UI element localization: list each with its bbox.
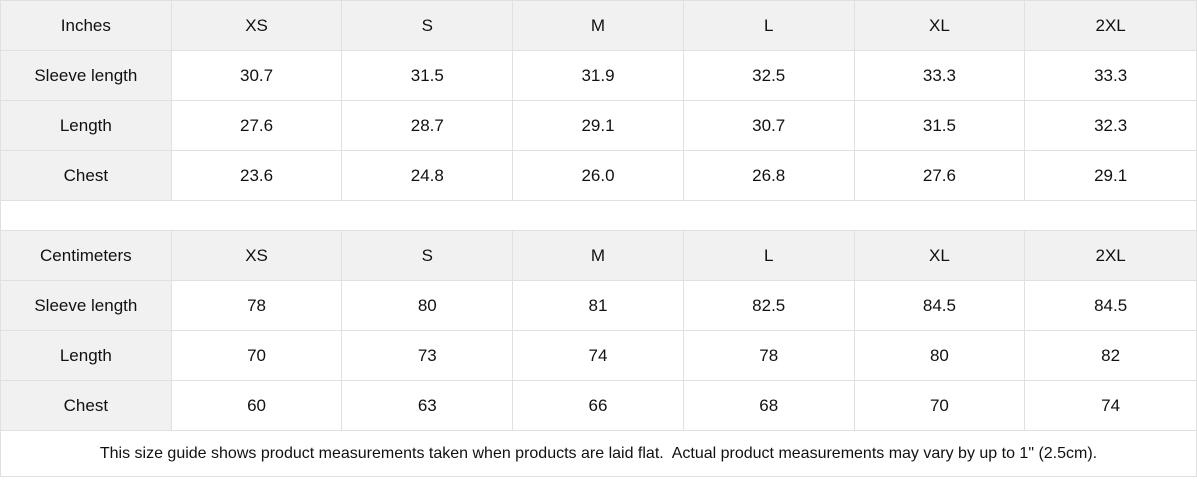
value-cell: 82	[1025, 331, 1196, 381]
value-cell: 80	[342, 281, 514, 331]
value-cell: 29.1	[513, 101, 684, 151]
value-cell: 32.5	[683, 51, 855, 101]
row-label-length: Length	[1, 101, 172, 151]
col-header-m: M	[513, 231, 684, 281]
value-cell: 26.8	[683, 151, 855, 201]
value-cell: 81	[513, 281, 684, 331]
value-cell: 70	[171, 331, 343, 381]
unit-header-centimeters: Centimeters	[1, 231, 172, 281]
value-cell: 78	[171, 281, 343, 331]
value-cell: 84.5	[854, 281, 1026, 331]
value-cell: 74	[513, 331, 684, 381]
inches-table: Inches XS S M L XL 2XL Sleeve length 30.…	[1, 1, 1196, 201]
value-cell: 24.8	[342, 151, 514, 201]
row-label-sleeve-length: Sleeve length	[1, 281, 172, 331]
col-header-xl: XL	[854, 1, 1026, 51]
unit-header-inches: Inches	[1, 1, 172, 51]
value-cell: 60	[171, 381, 343, 431]
value-cell: 78	[683, 331, 855, 381]
value-cell: 74	[1025, 381, 1196, 431]
value-cell: 80	[854, 331, 1026, 381]
value-cell: 32.3	[1025, 101, 1196, 151]
value-cell: 84.5	[1025, 281, 1196, 331]
col-header-m: M	[513, 1, 684, 51]
col-header-2xl: 2XL	[1025, 231, 1196, 281]
col-header-xs: XS	[171, 1, 343, 51]
value-cell: 33.3	[1025, 51, 1196, 101]
col-header-l: L	[683, 231, 855, 281]
value-cell: 26.0	[513, 151, 684, 201]
value-cell: 73	[342, 331, 514, 381]
value-cell: 70	[854, 381, 1026, 431]
value-cell: 29.1	[1025, 151, 1196, 201]
col-header-xs: XS	[171, 231, 343, 281]
value-cell: 31.5	[854, 101, 1026, 151]
value-cell: 82.5	[683, 281, 855, 331]
value-cell: 33.3	[854, 51, 1026, 101]
col-header-xl: XL	[854, 231, 1026, 281]
value-cell: 27.6	[854, 151, 1026, 201]
size-guide-note: This size guide shows product measuremen…	[1, 431, 1196, 476]
value-cell: 63	[342, 381, 514, 431]
col-header-2xl: 2XL	[1025, 1, 1196, 51]
centimeters-table: Centimeters XS S M L XL 2XL Sleeve lengt…	[1, 230, 1196, 431]
row-label-chest: Chest	[1, 381, 172, 431]
value-cell: 28.7	[342, 101, 514, 151]
row-label-chest: Chest	[1, 151, 172, 201]
table-spacer	[1, 201, 1196, 230]
col-header-s: S	[342, 1, 514, 51]
value-cell: 68	[683, 381, 855, 431]
value-cell: 31.5	[342, 51, 514, 101]
row-label-length: Length	[1, 331, 172, 381]
value-cell: 30.7	[683, 101, 855, 151]
row-label-sleeve-length: Sleeve length	[1, 51, 172, 101]
value-cell: 27.6	[171, 101, 343, 151]
value-cell: 31.9	[513, 51, 684, 101]
value-cell: 66	[513, 381, 684, 431]
col-header-s: S	[342, 231, 514, 281]
value-cell: 23.6	[171, 151, 343, 201]
value-cell: 30.7	[171, 51, 343, 101]
col-header-l: L	[683, 1, 855, 51]
